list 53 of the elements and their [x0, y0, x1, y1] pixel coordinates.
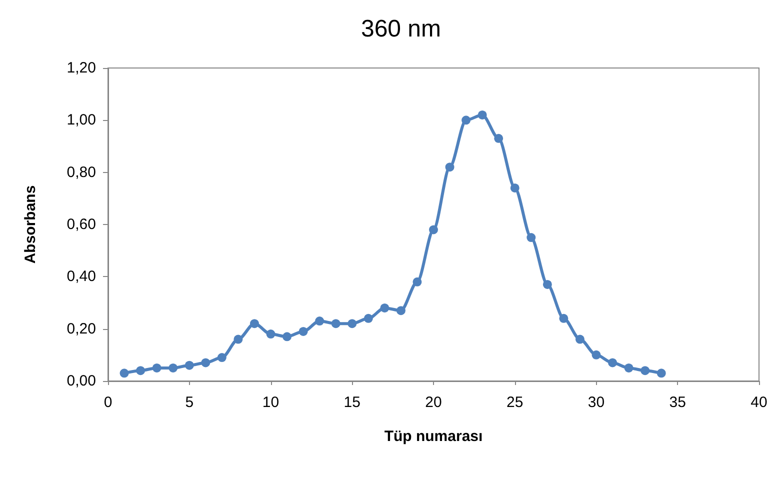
y-tick-label: 0,60	[66, 216, 96, 233]
x-tick-label: 25	[506, 394, 524, 411]
point	[201, 358, 210, 368]
x-tick-label: 0	[104, 394, 112, 411]
point	[608, 358, 618, 368]
point	[526, 233, 536, 242]
x-tick-label: 20	[425, 394, 442, 411]
point	[282, 332, 292, 342]
point	[266, 330, 276, 339]
point	[412, 277, 422, 286]
point	[120, 368, 129, 378]
point	[510, 183, 520, 192]
point	[575, 334, 584, 344]
point	[364, 314, 373, 323]
point	[250, 319, 259, 328]
chart-title: 360 nm	[360, 16, 442, 42]
point	[217, 353, 226, 362]
point	[184, 360, 194, 370]
point	[478, 110, 487, 120]
y-tick-label: 0,00	[66, 372, 96, 390]
point	[168, 363, 178, 372]
point	[429, 225, 438, 234]
point	[445, 162, 454, 172]
y-tick-label: 0,80	[66, 164, 96, 181]
point	[152, 363, 162, 372]
point	[315, 316, 324, 326]
x-tick-label: 15	[344, 394, 360, 411]
point	[559, 314, 568, 323]
y-tick-label: 1,20	[66, 60, 96, 76]
point	[494, 134, 504, 143]
point	[298, 326, 308, 336]
x-tick-label: 30	[588, 394, 605, 411]
point	[234, 334, 243, 344]
x-tick-label: 10	[262, 394, 280, 411]
x-axis-title: Tüp numarası	[384, 428, 483, 445]
point	[462, 116, 471, 125]
x-tick-label: 35	[669, 394, 686, 411]
point	[624, 363, 634, 372]
point	[380, 303, 390, 312]
y-tick-label: 1,00	[66, 112, 96, 129]
y-tick-label: 0,20	[66, 320, 96, 338]
point	[656, 368, 666, 378]
point	[331, 319, 340, 328]
point	[396, 306, 406, 316]
point	[592, 350, 601, 360]
x-tick-label: 5	[185, 394, 194, 411]
point	[542, 280, 552, 289]
point	[136, 366, 146, 376]
y-axis-title: Absorbans	[22, 185, 39, 264]
point	[640, 366, 650, 376]
point	[348, 319, 357, 328]
y-tick-label: 0,40	[66, 268, 96, 286]
x-tick-label: 40	[750, 394, 768, 411]
